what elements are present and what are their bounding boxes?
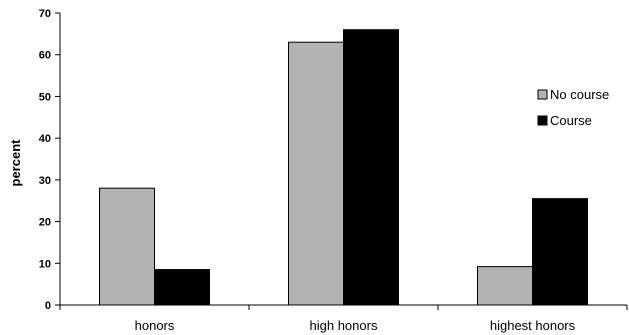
y-axis-title: percent xyxy=(8,139,23,187)
y-tick-label: 50 xyxy=(39,91,51,103)
bar-course-high-honors xyxy=(343,29,399,306)
y-tick-label: 60 xyxy=(39,50,51,62)
bar-no-course-honors xyxy=(99,187,155,306)
bar-no-course-highest-honors xyxy=(477,266,533,306)
x-category-label: high honors xyxy=(310,318,378,333)
legend-swatch xyxy=(537,89,548,100)
y-axis-title-group: percent xyxy=(8,139,23,187)
y-tick-label: 70 xyxy=(39,8,51,20)
y-tick-label: 10 xyxy=(39,258,51,270)
legend: No course Course xyxy=(537,87,609,128)
bar-course-highest-honors xyxy=(532,198,588,306)
y-tick-label: 20 xyxy=(39,217,51,229)
bar-course-honors xyxy=(154,269,210,306)
axes xyxy=(59,13,628,310)
legend-label: No course xyxy=(550,87,609,102)
y-axis-ticks: 0 10 20 30 40 50 60 70 xyxy=(39,8,60,312)
x-category-label: highest honors xyxy=(490,318,576,333)
x-category-label: honors xyxy=(135,318,175,333)
bar-no-course-high-honors xyxy=(288,41,344,306)
legend-label: Course xyxy=(550,113,592,128)
legend-swatch xyxy=(537,115,548,126)
y-tick-label: 0 xyxy=(45,300,51,312)
category-labels: honors high honors highest honors xyxy=(135,318,576,333)
bars xyxy=(99,29,588,306)
y-tick-label: 40 xyxy=(39,133,51,145)
y-tick-label: 30 xyxy=(39,175,51,187)
